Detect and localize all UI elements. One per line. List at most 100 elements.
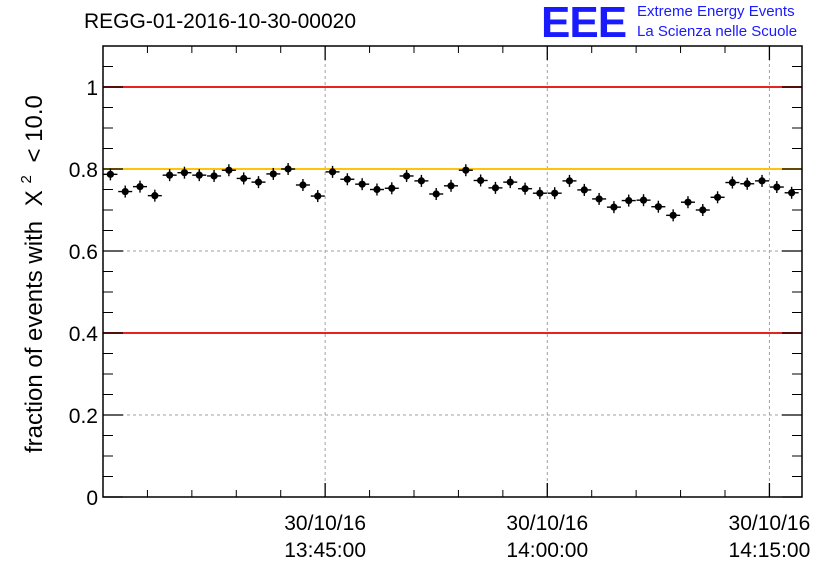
data-point <box>488 181 503 194</box>
y-tick-label: 0.4 <box>69 323 99 346</box>
logo-line-1: Extreme Energy Events <box>637 3 795 20</box>
logo-line-2: La Scienza nelle Scuole <box>637 23 798 40</box>
point-marker <box>551 189 559 197</box>
data-point <box>725 176 740 189</box>
point-marker <box>447 182 455 190</box>
data-point <box>532 187 547 200</box>
point-marker <box>254 178 263 186</box>
data-point <box>384 182 399 195</box>
data-point <box>162 169 177 182</box>
data-point <box>340 173 355 186</box>
point-marker <box>106 170 115 178</box>
point-marker <box>610 203 618 211</box>
point-marker <box>284 165 292 173</box>
y-tick-label: 1 <box>86 77 98 100</box>
point-marker <box>225 166 233 174</box>
point-marker <box>728 178 736 187</box>
data-point <box>177 166 192 179</box>
y-tick-label: 0.6 <box>69 241 98 264</box>
point-marker <box>180 169 189 177</box>
point-marker <box>417 177 426 185</box>
data-point <box>577 183 592 196</box>
point-marker <box>373 185 381 194</box>
grid <box>103 46 802 497</box>
point-marker <box>669 211 677 219</box>
data-point <box>251 176 266 189</box>
data-point <box>103 168 118 181</box>
point-marker <box>713 193 722 201</box>
x-tick-label-date: 30/10/16 <box>284 512 366 535</box>
x-tick-label-time: 14:00:00 <box>506 539 588 562</box>
point-marker <box>195 171 203 179</box>
data-point <box>755 174 770 187</box>
point-marker <box>269 170 277 178</box>
point-marker <box>625 196 633 205</box>
data-point <box>133 180 148 193</box>
data-point <box>266 167 281 180</box>
data-point <box>680 196 695 209</box>
data-point <box>503 176 518 189</box>
data-point <box>355 178 370 191</box>
data-point <box>562 174 577 187</box>
point-marker <box>773 183 781 191</box>
point-marker <box>328 168 337 176</box>
data-point <box>784 186 799 199</box>
data-point <box>399 169 414 182</box>
data-point <box>473 174 488 187</box>
data-point <box>636 194 651 207</box>
point-marker <box>684 198 692 206</box>
point-marker <box>654 203 662 211</box>
y-axis-ticks: 0 0.2 0.4 0.6 0.8 1 <box>69 66 802 510</box>
data-point <box>547 187 562 200</box>
reference-lines <box>103 86 802 334</box>
x-tick-label-date: 30/10/16 <box>729 512 811 535</box>
data-point <box>444 179 459 192</box>
data-point <box>325 165 340 178</box>
data-points <box>103 163 799 222</box>
data-point <box>740 177 755 190</box>
point-marker <box>343 175 351 183</box>
data-point <box>592 192 607 205</box>
y-axis-label-threshold: < 10.0 <box>21 95 48 162</box>
point-marker <box>151 192 159 200</box>
logo-mark: EEE <box>541 0 627 47</box>
point-marker <box>402 172 411 180</box>
y-axis-label-text: fraction of events with <box>21 221 48 453</box>
data-point <box>414 174 429 187</box>
y-axis-label: fraction of events with X 2 < 10.0 <box>10 95 48 453</box>
point-marker <box>166 171 174 179</box>
data-point <box>207 169 222 182</box>
data-point <box>221 164 236 177</box>
x-axis-ticks: 30/10/16 13:45:00 30/10/16 14:00:00 30/10/16… <box>146 46 811 562</box>
data-point <box>310 190 325 203</box>
plot-frame <box>102 45 803 498</box>
point-marker <box>699 206 707 214</box>
data-point <box>192 169 207 182</box>
point-marker <box>240 174 248 183</box>
point-marker <box>758 177 766 185</box>
point-marker <box>506 178 514 186</box>
data-point <box>695 204 710 216</box>
data-point <box>236 172 251 185</box>
point-marker <box>788 189 796 197</box>
point-marker <box>358 180 366 188</box>
data-point <box>606 201 621 214</box>
point-marker <box>121 187 129 196</box>
x-tick-label-date: 30/10/16 <box>506 512 588 535</box>
point-marker <box>565 177 574 185</box>
point-marker <box>462 166 470 174</box>
x-tick-label-time: 14:15:00 <box>729 539 811 562</box>
data-point <box>769 181 784 194</box>
data-point <box>295 178 310 191</box>
point-marker <box>491 184 500 192</box>
chart-title: REGG-01-2016-10-30-00020 <box>84 10 356 33</box>
point-marker <box>521 185 529 193</box>
point-marker <box>639 196 648 204</box>
data-point <box>369 183 384 196</box>
point-marker <box>580 186 588 194</box>
y-tick-label: 0 <box>86 487 98 510</box>
data-point <box>281 163 296 175</box>
y-axis-label-symbol: X <box>21 190 48 206</box>
y-tick-label: 0.2 <box>69 405 98 428</box>
